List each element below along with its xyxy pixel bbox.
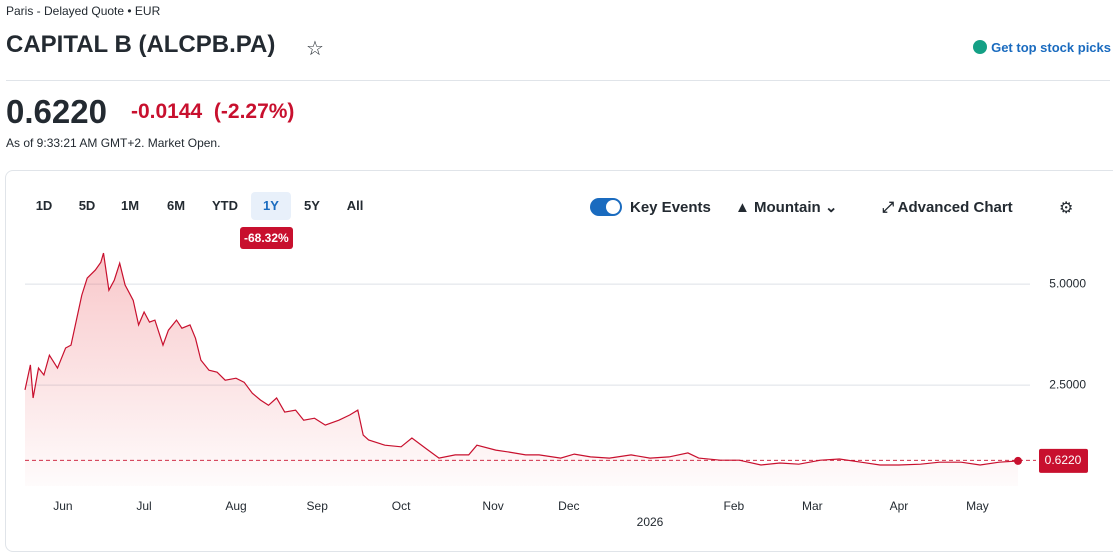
y-tick-label: 5.0000 [1049, 276, 1086, 290]
x-tick-label: Feb [724, 499, 745, 513]
chart-style: Mountain [754, 199, 821, 216]
price: 0.6220 [6, 93, 107, 130]
range-change: -68.32% [240, 227, 293, 249]
x-tick-label: 2026 [637, 515, 664, 529]
range-button[interactable]: YTD [212, 198, 238, 213]
change-abs: -0.0144 [131, 100, 203, 123]
promo-text: Get top stock picks [991, 40, 1111, 55]
price-change: -0.0144 (-2.27%) [131, 100, 294, 124]
range-button[interactable]: 6M [166, 198, 186, 213]
chart: 2.5000 5.0000 Jun Jul Aug Sep Oct Nov Dec 2026 Feb… [24, 252, 1088, 529]
range-button[interactable]: 5Y [304, 198, 320, 213]
x-tick-label: May [966, 499, 989, 513]
settings[interactable]: ⚙ [1059, 200, 1074, 217]
exchange-info: Paris - Delayed Quote • EUR [6, 4, 161, 18]
range-button[interactable]: 1Y [251, 192, 291, 220]
chart-style-menu[interactable]: ▲ Mountain ⌄ [735, 199, 838, 216]
x-tick-label: Oct [392, 499, 411, 513]
current-point [1014, 456, 1022, 465]
stock-title: CAPITAL B (ALCPB.PA) [6, 31, 276, 58]
promo-link[interactable]: Get top stock picks [973, 40, 1111, 55]
y-tick-label: 2.5000 [1049, 377, 1086, 391]
area [25, 253, 1018, 486]
x-tick-label: Aug [225, 499, 246, 513]
key-events-toggle[interactable] [590, 198, 622, 216]
advanced-label: Advanced Chart [897, 199, 1013, 216]
x-tick-label: Dec [558, 499, 579, 513]
change-pct: (-2.27%) [213, 100, 295, 123]
x-tick-label: Apr [890, 499, 909, 513]
current-label: 0.6220 [1045, 453, 1082, 467]
x-tick-label: Jul [136, 499, 151, 513]
range-button[interactable]: 1M [120, 198, 140, 213]
as-of: As of 9:33:21 AM GMT+2. Market Open. [6, 136, 221, 150]
promo-icon [973, 40, 988, 54]
watchlist-star[interactable]: ☆ [306, 38, 324, 60]
advanced-chart[interactable]: ⤢ Advanced Chart [882, 199, 1013, 216]
separator [6, 80, 1110, 81]
key-events-label: Key Events [630, 199, 711, 216]
range-button[interactable]: All [346, 198, 364, 213]
range-button[interactable]: 5D [78, 198, 96, 213]
range-button[interactable]: 1D [35, 198, 53, 213]
x-tick-label: Jun [53, 499, 72, 513]
current-label-bg [1039, 448, 1088, 473]
x-tick-label: Nov [482, 499, 503, 513]
page: Paris - Delayed Quote • EUR CAPITAL B (A… [5, 4, 1113, 552]
x-tick-label: Mar [802, 499, 823, 513]
x-tick-label: Sep [307, 499, 329, 513]
